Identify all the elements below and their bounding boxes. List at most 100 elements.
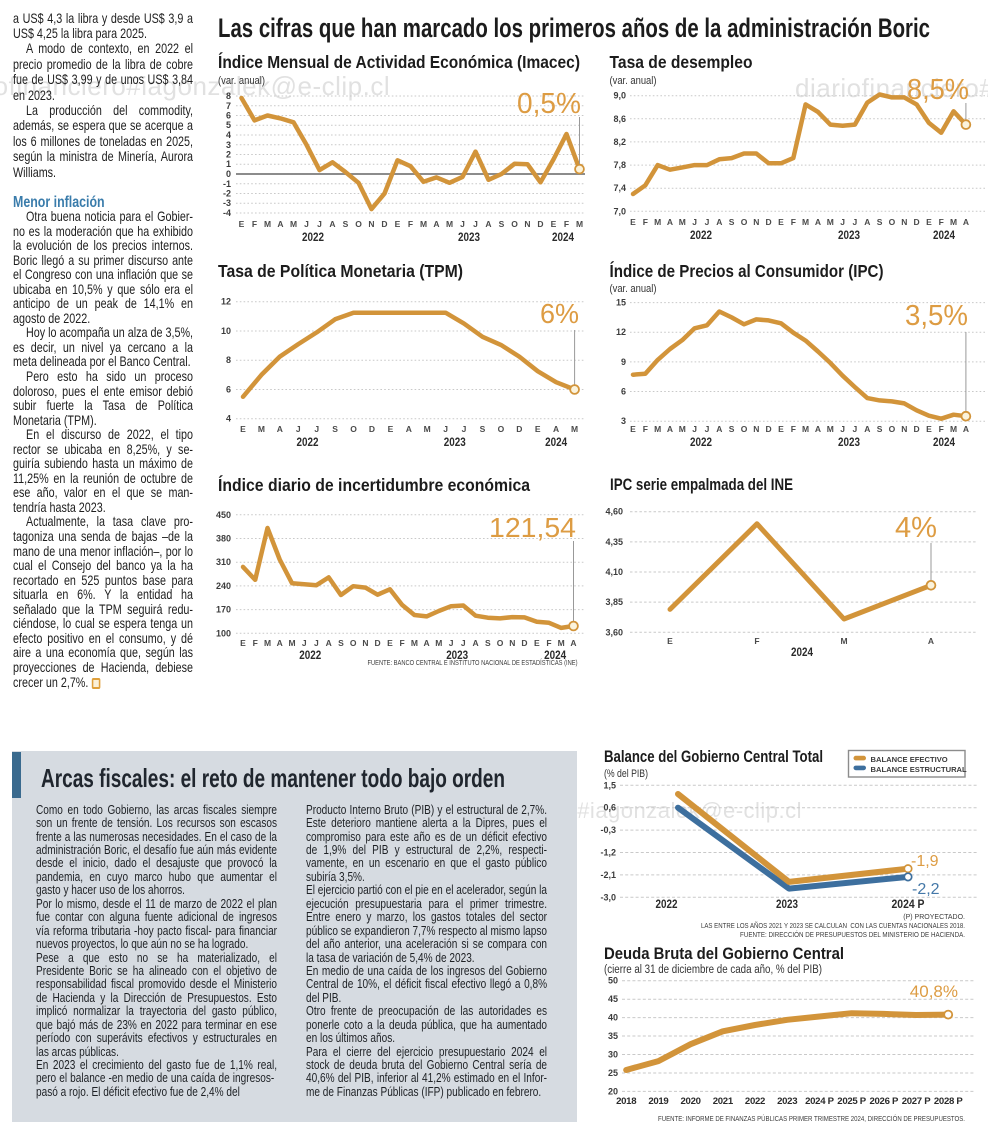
svg-text:E: E <box>630 217 636 227</box>
svg-text:M: M <box>264 638 271 648</box>
svg-text:2023: 2023 <box>777 1096 797 1107</box>
svg-text:2022: 2022 <box>297 437 319 449</box>
svg-text:3,60: 3,60 <box>605 627 623 637</box>
svg-text:O: O <box>889 424 896 434</box>
svg-text:2024: 2024 <box>933 230 956 242</box>
svg-text:O: O <box>741 217 748 227</box>
svg-text:O: O <box>355 219 362 229</box>
svg-text:E: E <box>240 424 246 434</box>
svg-text:E: E <box>240 638 246 648</box>
svg-text:M: M <box>840 636 847 646</box>
svg-text:A: A <box>326 638 332 648</box>
svg-text:IPC serie empalmada del INE: IPC serie empalmada del INE <box>610 475 793 494</box>
svg-text:2023: 2023 <box>838 437 860 449</box>
svg-text:J: J <box>840 217 845 227</box>
svg-text:50: 50 <box>608 976 618 986</box>
svg-text:A: A <box>928 636 934 646</box>
svg-text:A: A <box>864 424 870 434</box>
svg-text:2027 P: 2027 P <box>902 1096 932 1107</box>
svg-text:3,85: 3,85 <box>605 597 623 607</box>
svg-text:M: M <box>654 217 661 227</box>
svg-text:2028 P: 2028 P <box>934 1096 964 1107</box>
svg-text:450: 450 <box>216 510 231 520</box>
svg-text:2024 P: 2024 P <box>805 1096 835 1107</box>
svg-text:-1: -1 <box>223 179 231 189</box>
svg-text:-3: -3 <box>223 198 231 208</box>
svg-text:J: J <box>314 638 319 648</box>
svg-text:-1,2: -1,2 <box>600 848 616 858</box>
svg-text:A: A <box>424 638 430 648</box>
svg-text:J: J <box>853 217 858 227</box>
svg-text:4,60: 4,60 <box>605 507 623 517</box>
svg-text:A: A <box>963 424 969 434</box>
svg-text:A: A <box>963 217 969 227</box>
svg-text:4: 4 <box>226 130 231 140</box>
svg-text:4,35: 4,35 <box>605 537 623 547</box>
svg-text:S: S <box>485 638 491 648</box>
svg-text:N: N <box>753 424 759 434</box>
svg-text:F: F <box>564 219 569 229</box>
svg-text:D: D <box>381 219 387 229</box>
svg-text:N: N <box>368 219 374 229</box>
svg-text:A: A <box>277 424 283 434</box>
svg-text:0,6: 0,6 <box>603 803 616 813</box>
svg-text:2022: 2022 <box>745 1096 765 1107</box>
svg-text:J: J <box>853 424 858 434</box>
svg-text:10: 10 <box>221 326 231 336</box>
svg-text:D: D <box>516 424 522 434</box>
svg-text:F: F <box>252 219 257 229</box>
svg-text:M: M <box>571 424 578 434</box>
svg-text:A: A <box>716 424 722 434</box>
svg-text:1,5: 1,5 <box>603 780 616 790</box>
svg-text:2: 2 <box>226 150 231 160</box>
svg-text:Deuda Bruta del Gobierno Centr: Deuda Bruta del Gobierno Central <box>604 944 844 963</box>
svg-text:A: A <box>473 638 479 648</box>
svg-text:M: M <box>802 424 809 434</box>
svg-text:J: J <box>461 638 466 648</box>
svg-text:6%: 6% <box>540 298 579 329</box>
svg-text:Tasa de desempleo: Tasa de desempleo <box>610 52 753 72</box>
svg-text:BALANCE EFECTIVO: BALANCE EFECTIVO <box>871 755 948 764</box>
svg-text:Índice Mensual de Actividad Ec: Índice Mensual de Actividad Económica (I… <box>218 51 580 72</box>
svg-text:F: F <box>408 219 413 229</box>
svg-text:-4: -4 <box>223 208 231 218</box>
svg-text:8,5%: 8,5% <box>907 74 969 106</box>
svg-text:D: D <box>914 424 920 434</box>
svg-text:S: S <box>343 219 349 229</box>
svg-text:0: 0 <box>226 169 231 179</box>
svg-text:O: O <box>741 424 748 434</box>
svg-text:E: E <box>534 638 540 648</box>
svg-text:J: J <box>692 424 697 434</box>
svg-text:BALANCE ESTRUCTURAL: BALANCE ESTRUCTURAL <box>871 765 968 774</box>
svg-text:2019: 2019 <box>648 1096 668 1107</box>
svg-text:E: E <box>926 217 932 227</box>
svg-text:2024: 2024 <box>544 650 567 662</box>
svg-text:E: E <box>926 424 932 434</box>
svg-text:F: F <box>253 638 258 648</box>
svg-text:F: F <box>791 424 796 434</box>
svg-text:O: O <box>350 424 357 434</box>
svg-text:E: E <box>388 424 394 434</box>
svg-text:2024: 2024 <box>933 437 956 449</box>
svg-text:45: 45 <box>608 994 618 1004</box>
svg-text:0,5%: 0,5% <box>517 88 581 120</box>
svg-text:Las cifras que han marcado los: Las cifras que han marcado los primeros … <box>218 13 930 43</box>
svg-text:2023: 2023 <box>444 437 466 449</box>
svg-text:3,5%: 3,5% <box>905 300 968 332</box>
svg-text:J: J <box>460 219 465 229</box>
svg-text:240: 240 <box>216 581 231 591</box>
svg-text:2022: 2022 <box>299 650 321 662</box>
svg-text:2022: 2022 <box>302 232 324 244</box>
svg-text:LAS ENTRE LOS AÑOS 2021 Y 2023: LAS ENTRE LOS AÑOS 2021 Y 2023 SE CALCUL… <box>701 921 965 930</box>
svg-text:2025 P: 2025 P <box>837 1096 867 1107</box>
svg-text:(var. anual): (var. anual) <box>610 283 657 295</box>
svg-text:2022: 2022 <box>690 437 712 449</box>
svg-text:7,0: 7,0 <box>613 206 626 216</box>
svg-text:(P) PROYECTADO.: (P) PROYECTADO. <box>903 914 965 921</box>
svg-text:D: D <box>375 638 381 648</box>
svg-text:8: 8 <box>226 355 231 365</box>
svg-text:O: O <box>889 217 896 227</box>
svg-text:2018: 2018 <box>616 1096 637 1107</box>
svg-text:A: A <box>553 424 559 434</box>
svg-text:D: D <box>369 424 375 434</box>
